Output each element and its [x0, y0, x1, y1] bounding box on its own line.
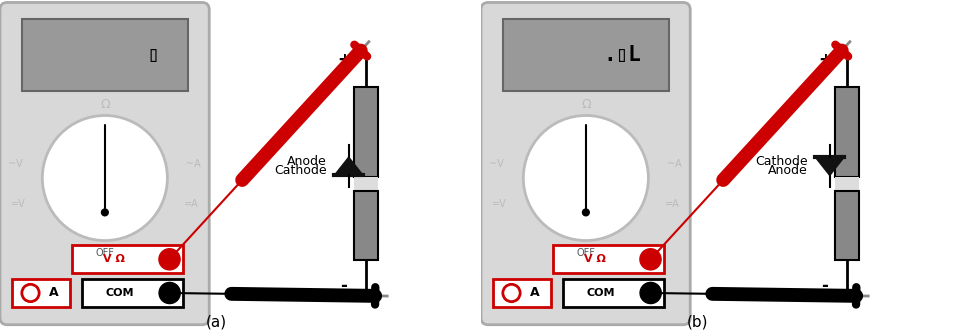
Text: V Ω: V Ω — [103, 254, 125, 264]
Text: OFF: OFF — [576, 248, 595, 258]
Text: =A: =A — [664, 200, 679, 209]
Circle shape — [582, 209, 588, 216]
Polygon shape — [334, 157, 363, 175]
FancyBboxPatch shape — [480, 2, 689, 325]
Bar — [553, 245, 663, 273]
Circle shape — [523, 116, 648, 241]
Circle shape — [42, 116, 167, 241]
Bar — [502, 19, 668, 91]
Text: (a): (a) — [206, 314, 227, 330]
Text: ~V: ~V — [489, 159, 504, 169]
Text: (b): (b) — [686, 314, 707, 330]
Circle shape — [159, 283, 180, 303]
Circle shape — [102, 209, 109, 216]
Text: ~V: ~V — [9, 159, 23, 169]
Text: =V: =V — [11, 200, 26, 209]
Text: =A: =A — [184, 200, 199, 209]
Bar — [833, 191, 857, 260]
Text: Ω: Ω — [100, 98, 110, 112]
Text: +: + — [336, 51, 351, 69]
Bar — [82, 279, 183, 307]
Text: Ω: Ω — [580, 98, 590, 112]
Text: COM: COM — [586, 288, 615, 298]
Text: ~A: ~A — [186, 159, 201, 169]
Text: A: A — [49, 287, 59, 299]
Text: Anode: Anode — [287, 155, 327, 168]
Bar — [833, 177, 857, 191]
Text: =V: =V — [491, 200, 506, 209]
Polygon shape — [814, 157, 844, 175]
Bar — [354, 191, 377, 260]
Circle shape — [503, 284, 520, 302]
Text: Cathode: Cathode — [754, 155, 807, 168]
Bar — [354, 177, 377, 191]
Text: OFF: OFF — [95, 248, 114, 258]
Text: A: A — [530, 287, 539, 299]
Bar — [21, 19, 187, 91]
Bar — [492, 279, 550, 307]
Text: -: - — [821, 277, 827, 295]
Text: COM: COM — [106, 288, 135, 298]
Text: Anode: Anode — [768, 164, 807, 177]
Text: -: - — [340, 277, 347, 295]
Circle shape — [639, 249, 660, 270]
Text: V Ω: V Ω — [583, 254, 605, 264]
Bar — [833, 87, 857, 177]
Circle shape — [159, 249, 180, 270]
Text: +: + — [817, 51, 831, 69]
Text: Cathode: Cathode — [274, 164, 327, 177]
Bar — [72, 245, 183, 273]
Text: .▯L: .▯L — [603, 45, 640, 65]
Bar — [354, 87, 377, 177]
Text: ~A: ~A — [667, 159, 681, 169]
Bar — [12, 279, 69, 307]
Bar — [562, 279, 663, 307]
FancyBboxPatch shape — [0, 2, 209, 325]
Circle shape — [639, 283, 660, 303]
Circle shape — [22, 284, 39, 302]
Text: ▯: ▯ — [122, 45, 160, 65]
